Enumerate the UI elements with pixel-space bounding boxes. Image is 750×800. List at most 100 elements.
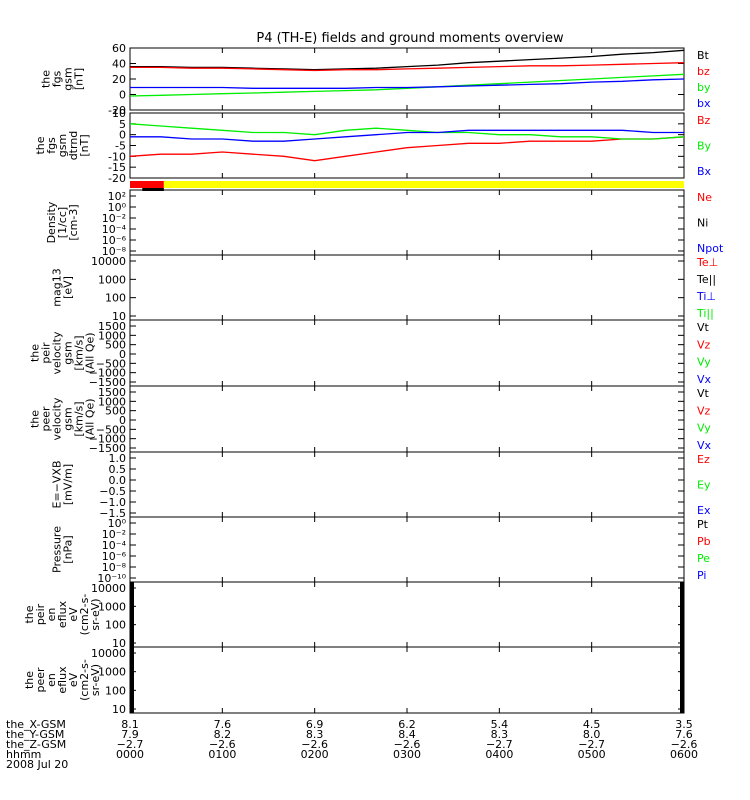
y-tick-label: −1.5 xyxy=(99,507,126,520)
y-tick-label: 500 xyxy=(105,405,126,418)
y-axis-label: gsm xyxy=(62,341,75,364)
y-axis-label: [nT] xyxy=(78,134,91,156)
y-axis-label: [nT] xyxy=(73,68,86,90)
x-axis-value: 7.9 xyxy=(121,728,139,741)
series-line-by xyxy=(129,73,685,97)
y-tick-label: -5 xyxy=(115,140,126,153)
y-axis-label: the xyxy=(29,344,42,362)
y-tick-label: −1500 xyxy=(89,376,126,389)
quality-flag-segment-0 xyxy=(130,181,164,188)
panel-frame-peer_velocity xyxy=(129,385,685,453)
chart-title: P4 (TH-E) fields and ground moments over… xyxy=(256,31,564,46)
legend-entry: Ey xyxy=(697,479,711,492)
series-line-By xyxy=(129,123,685,140)
series-line-Bz xyxy=(129,136,685,162)
y-axis-label: (All Qe) xyxy=(84,398,97,439)
y-tick-label: 10 xyxy=(112,637,126,650)
y-axis-label: the xyxy=(23,671,36,689)
y-tick-label: −1000 xyxy=(89,367,126,380)
y-axis-label: (cm2-s- xyxy=(78,659,91,701)
y-tick-label: 10 xyxy=(112,703,126,716)
y-axis-label: velocity xyxy=(51,331,64,374)
series-line-Bx xyxy=(130,129,684,142)
legend-entry: Vy xyxy=(697,356,711,369)
legend-entry: Ex xyxy=(697,504,711,517)
x-axis-value: 8.2 xyxy=(214,728,232,741)
x-axis-row-label: hhmm xyxy=(6,748,41,761)
y-axis-label: [km/s] xyxy=(73,401,86,436)
y-tick-label: 40 xyxy=(112,58,126,71)
y-axis-label: (All Qe) xyxy=(84,332,97,373)
y-tick-label: 10000 xyxy=(91,582,126,595)
x-axis-value: 8.0 xyxy=(583,728,601,741)
y-tick-label: −500 xyxy=(96,423,126,436)
legend-entry: Bx xyxy=(697,165,712,178)
y-tick-label: 1000 xyxy=(98,329,126,342)
legend-entry: Ti|| xyxy=(696,307,714,320)
legend-entry: Vx xyxy=(697,439,712,452)
y-tick-label: -20 xyxy=(108,172,126,185)
legend-entry: Vx xyxy=(697,373,712,386)
x-axis-value: 8.1 xyxy=(121,718,139,731)
x-axis-row-label: 2008 Jul 20 xyxy=(6,758,68,771)
legend-entry: Npot xyxy=(697,242,724,255)
legend-entry: Vz xyxy=(697,338,711,351)
y-axis-label: eV xyxy=(67,672,80,687)
y-axis-label: the xyxy=(40,70,53,88)
panel-frame-peir_velocity xyxy=(129,319,685,387)
x-axis-row-label: the_Y-GSM xyxy=(6,728,64,741)
x-axis-value: 0400 xyxy=(485,748,513,761)
x-axis-row-label: the_Z-GSM xyxy=(6,738,66,751)
legend-entry: Ni xyxy=(697,217,708,230)
legend-entry: bx xyxy=(697,97,711,110)
y-tick-label: 0 xyxy=(119,129,126,142)
x-axis-value: 7.6 xyxy=(214,718,232,731)
x-axis-value: 0300 xyxy=(393,748,421,761)
y-tick-label: 10 xyxy=(112,107,126,120)
y-tick-label: 10⁻² xyxy=(102,212,126,225)
y-tick-label: 0 xyxy=(119,414,126,427)
x-axis-value: 6.9 xyxy=(306,718,324,731)
legend-entry: Pe xyxy=(697,552,710,565)
y-tick-label: 10⁻⁶ xyxy=(102,550,127,563)
x-axis-value: 0600 xyxy=(670,748,698,761)
y-tick-label: 20 xyxy=(112,73,126,86)
y-tick-label: 1000 xyxy=(98,600,126,613)
y-axis-label: eflux xyxy=(56,666,69,694)
y-axis-label: Density xyxy=(45,201,58,243)
legend-entry: Vt xyxy=(697,321,710,334)
legend-entry: bz xyxy=(697,65,710,78)
y-axis-label: peir xyxy=(40,342,53,364)
spectrogram-edge-left xyxy=(130,647,134,713)
y-tick-label: 10⁻¹⁰ xyxy=(97,572,126,585)
y-tick-label: 10⁰ xyxy=(108,201,127,214)
y-tick-label: −1.0 xyxy=(99,496,126,509)
panel-frame-fgs_gsm_dtrnd xyxy=(129,112,685,179)
y-tick-label: −1000 xyxy=(89,433,126,446)
legend-entry: Vt xyxy=(697,387,710,400)
x-axis-value: 4.5 xyxy=(583,718,601,731)
y-axis-label: en xyxy=(45,673,58,687)
y-tick-label: 100 xyxy=(105,684,126,697)
y-tick-label: 1500 xyxy=(98,386,126,399)
x-axis-value: 6.2 xyxy=(398,718,416,731)
quality-flag-segment-1 xyxy=(163,181,684,188)
y-axis-label: [km/s] xyxy=(73,335,86,370)
x-axis-value: 8.3 xyxy=(306,728,324,741)
y-tick-label: 10² xyxy=(108,190,126,203)
y-axis-label: [1/cc] xyxy=(56,207,69,238)
y-tick-label: 10 xyxy=(112,310,126,323)
x-axis-value: 0000 xyxy=(116,748,144,761)
y-axis-label: mag13 xyxy=(51,268,64,306)
y-tick-label: 1000 xyxy=(98,666,126,679)
x-axis-value: −2.7 xyxy=(486,738,513,751)
y-axis-label: [mV/m] xyxy=(62,464,75,505)
x-axis-value: 8.4 xyxy=(398,728,416,741)
y-axis-label: gsm xyxy=(56,134,69,157)
spectrogram-edge xyxy=(680,582,684,647)
panel-frame-peer_spectrogram xyxy=(129,646,685,714)
series-line-bx xyxy=(130,78,685,89)
y-axis-label: [cm-3] xyxy=(67,204,80,240)
spectrogram-edge-left xyxy=(130,582,134,647)
y-tick-label: 0.0 xyxy=(109,474,127,487)
